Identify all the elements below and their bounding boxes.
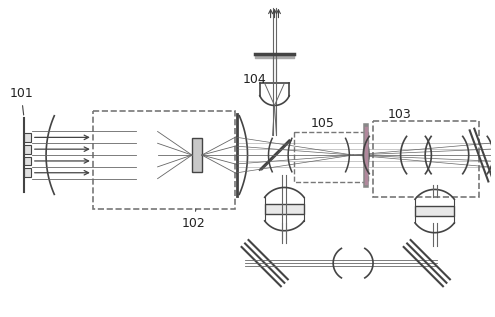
Text: 103: 103 (388, 108, 411, 121)
Bar (192, 138, 202, 172)
Bar (93, 111, 235, 209)
Bar (265, 204, 304, 214)
Bar (294, 133, 368, 182)
Text: 101: 101 (9, 87, 33, 115)
Text: 102: 102 (181, 209, 205, 230)
Bar (415, 206, 454, 216)
Text: 104: 104 (243, 73, 267, 86)
Bar (24, 168, 31, 177)
Text: 105: 105 (311, 117, 335, 130)
Bar (24, 133, 31, 142)
Bar (373, 121, 479, 197)
Bar (24, 145, 31, 154)
Bar (24, 157, 31, 165)
